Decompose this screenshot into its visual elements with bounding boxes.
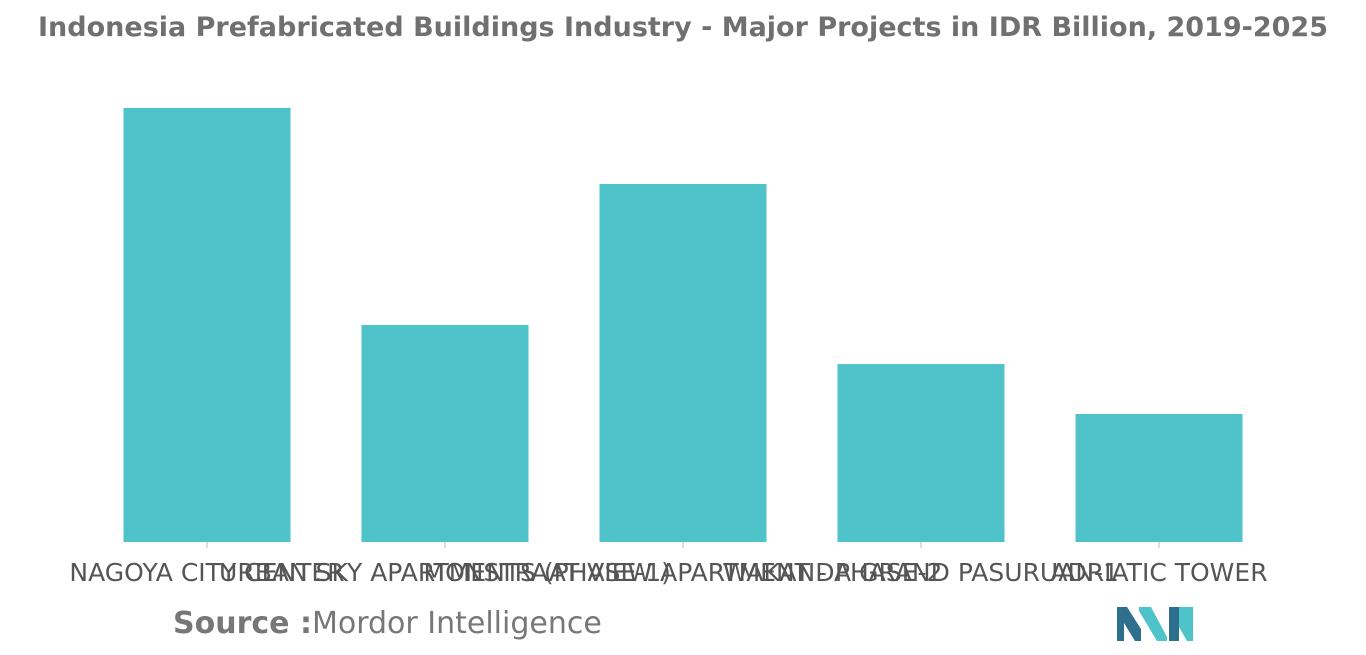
x-tick-label: ADRIATIC TOWER: [1050, 558, 1267, 587]
bars-layer: [123, 108, 1243, 542]
x-tick-label: NAGOYA CITY CENTER: [69, 558, 344, 587]
source-note: Source :Mordor Intelligence: [173, 606, 602, 641]
x-tick-label: URBAN SKY APARTMENTS (PHASE-1): [219, 558, 671, 587]
x-tick-label: WAKANDA GRAND PASURUAN-1: [723, 558, 1119, 587]
bar: [837, 364, 1005, 542]
bar: [1075, 413, 1243, 542]
logo-left-stroke: [1117, 607, 1141, 641]
logo-right-accent: [1179, 607, 1193, 641]
source-value: Mordor Intelligence: [311, 606, 602, 641]
chart-title: Indonesia Prefabricated Buildings Indust…: [38, 12, 1328, 43]
logo-mid-stroke: [1139, 607, 1167, 641]
source-label: Source :: [173, 606, 312, 641]
bar: [599, 183, 767, 542]
mordor-intelligence-logo-icon: [1117, 607, 1193, 641]
bar: [361, 325, 529, 542]
logo-right-stroke: [1169, 607, 1179, 641]
x-tick-label: MONSTRAAT VIEW APARTMENT - PHASE-2: [424, 558, 943, 587]
x-ticks-layer: [206, 542, 1160, 548]
bar: [123, 108, 291, 542]
